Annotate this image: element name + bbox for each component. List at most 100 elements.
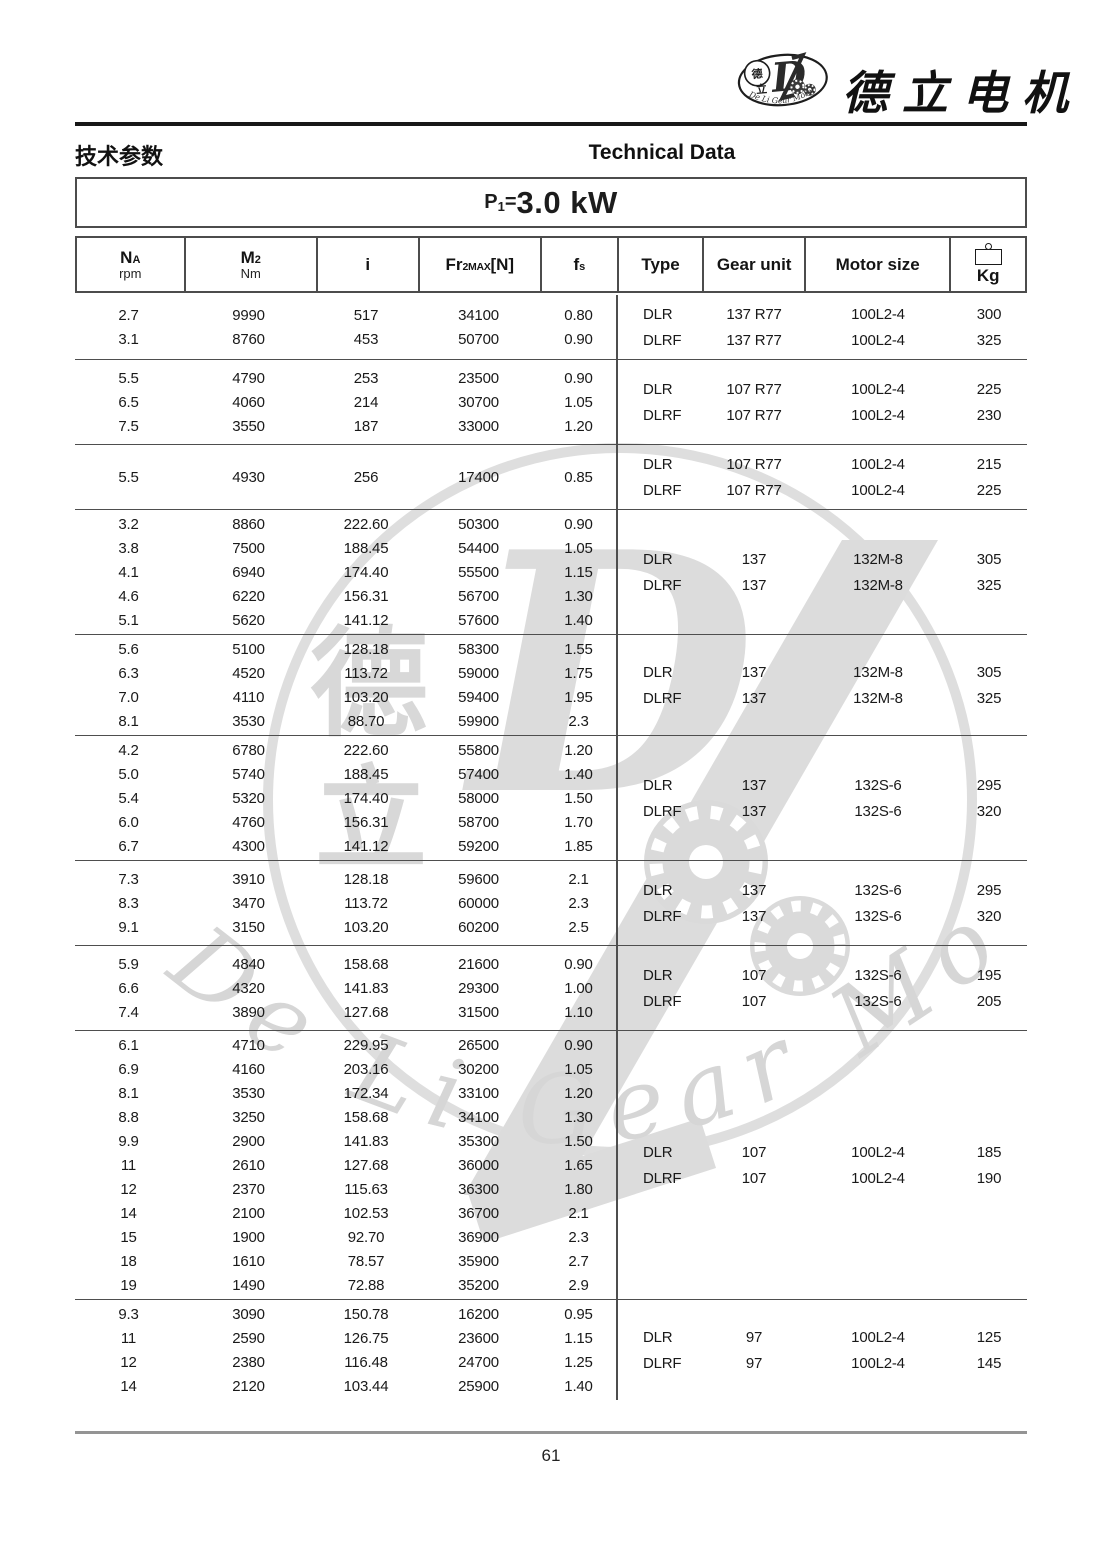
table-row: 6.5 4060 214 30700 1.05 bbox=[75, 390, 617, 414]
table-row: DLR 97 100L2-4 125 bbox=[617, 1324, 1027, 1350]
cell: 3090 bbox=[232, 1305, 265, 1323]
cell: 7.4 bbox=[118, 1003, 139, 1021]
cell: 1490 bbox=[232, 1276, 265, 1294]
cell: 1.30 bbox=[564, 1108, 593, 1126]
table-row: DLR 137 132M-8 305 bbox=[617, 546, 1027, 572]
cell: 0.90 bbox=[564, 515, 593, 533]
cell: 132S-6 bbox=[854, 881, 902, 899]
table-row: 7.0 4110 103.20 59400 1.95 bbox=[75, 685, 617, 709]
cell: 172.34 bbox=[343, 1084, 389, 1102]
column-header-motor-size: Motor size bbox=[803, 238, 949, 291]
cell: 5320 bbox=[232, 789, 265, 807]
cell: 137 R77 bbox=[726, 305, 782, 323]
cell: 1.20 bbox=[564, 741, 593, 759]
cell: 1.50 bbox=[564, 1132, 593, 1150]
cell: 5620 bbox=[232, 611, 265, 629]
cell: 1.75 bbox=[564, 664, 593, 682]
table-row: 4.6 6220 156.31 56700 1.30 bbox=[75, 584, 617, 608]
cell: 6.5 bbox=[118, 393, 139, 411]
cell: 29300 bbox=[458, 979, 499, 997]
cell: 305 bbox=[976, 663, 1002, 681]
cell: 0.90 bbox=[564, 955, 593, 973]
cell: 137 bbox=[741, 907, 767, 925]
table-row: DLRF 137 132S-6 320 bbox=[617, 903, 1027, 929]
cell: 205 bbox=[976, 992, 1002, 1010]
row-group: 6.1 4710 229.95 26500 0.90 6.9 4160 203.16 30200… bbox=[75, 1031, 1027, 1300]
cell: 1.15 bbox=[564, 1329, 593, 1347]
cell: 1.40 bbox=[564, 611, 593, 629]
cell: DLRF bbox=[643, 992, 682, 1010]
table-row: 7.4 3890 127.68 31500 1.10 bbox=[75, 1000, 617, 1024]
cell: DLRF bbox=[643, 689, 682, 707]
cell: 14 bbox=[120, 1377, 137, 1395]
cell: 1.80 bbox=[564, 1180, 593, 1198]
column-header-service-factor: fs bbox=[540, 238, 617, 291]
logo-stroke bbox=[778, 52, 807, 102]
cell: 225 bbox=[976, 380, 1002, 398]
cell: 3470 bbox=[232, 894, 265, 912]
cell: 137 bbox=[741, 776, 767, 794]
cell: 6.7 bbox=[118, 837, 139, 855]
cell: 320 bbox=[976, 907, 1002, 925]
group-left-columns: 7.3 3910 128.18 59600 2.1 8.3 3470 113.72 60000 2… bbox=[75, 867, 617, 939]
table-row: 18 1610 78.57 35900 2.7 bbox=[75, 1249, 617, 1273]
cell: 23500 bbox=[458, 369, 499, 387]
cell: 222.60 bbox=[343, 515, 389, 533]
cell: 4840 bbox=[232, 955, 265, 973]
cell: 8760 bbox=[232, 330, 265, 348]
row-group: 3.2 8860 222.60 50300 0.90 3.8 7500 188.45 54400… bbox=[75, 510, 1027, 635]
cell: 2370 bbox=[232, 1180, 265, 1198]
table-row: 6.3 4520 113.72 59000 1.75 bbox=[75, 661, 617, 685]
cell: 2.7 bbox=[118, 306, 139, 324]
table-row: 7.3 3910 128.18 59600 2.1 bbox=[75, 867, 617, 891]
table-row: 8.1 3530 88.70 59900 2.3 bbox=[75, 709, 617, 733]
cell: 30200 bbox=[458, 1060, 499, 1078]
cell: 4790 bbox=[232, 369, 265, 387]
cell: 88.70 bbox=[347, 712, 385, 730]
cell: 132M-8 bbox=[853, 689, 903, 707]
cell: DLR bbox=[643, 1143, 673, 1161]
cell: 8.1 bbox=[118, 712, 139, 730]
table-row: 11 2590 126.75 23600 1.15 bbox=[75, 1326, 617, 1350]
cell: 1.70 bbox=[564, 813, 593, 831]
cell: DLRF bbox=[643, 331, 682, 349]
cell: DLRF bbox=[643, 406, 682, 424]
cell: 2100 bbox=[232, 1204, 265, 1222]
cell: 2.9 bbox=[568, 1276, 589, 1294]
cell: 54400 bbox=[458, 539, 499, 557]
page-title-en: Technical Data bbox=[588, 141, 736, 164]
cell: DLR bbox=[643, 881, 673, 899]
cell: 185 bbox=[976, 1143, 1002, 1161]
cell: 141.12 bbox=[343, 837, 389, 855]
cell: 128.18 bbox=[343, 640, 389, 658]
cell: 24700 bbox=[458, 1353, 499, 1371]
table-row: DLR 137 132S-6 295 bbox=[617, 877, 1027, 903]
cell: 132M-8 bbox=[853, 663, 903, 681]
cell: 23600 bbox=[458, 1329, 499, 1347]
cell: 7.0 bbox=[118, 688, 139, 706]
cell: 100L2-4 bbox=[851, 406, 905, 424]
table-row: 5.5 4930 256 17400 0.85 bbox=[75, 465, 617, 489]
cell: 215 bbox=[976, 455, 1002, 473]
cell: 320 bbox=[976, 802, 1002, 820]
cell: 55800 bbox=[458, 741, 499, 759]
cell: 1.05 bbox=[564, 539, 593, 557]
company-logo: 德 立 D De Li Gear Motor bbox=[737, 52, 828, 108]
cell: 3550 bbox=[232, 417, 265, 435]
cell: 116.48 bbox=[344, 1353, 388, 1371]
cell: 137 bbox=[741, 550, 767, 568]
cell: 100L2-4 bbox=[851, 1354, 905, 1372]
table-row: DLRF 137 R77 100L2-4 325 bbox=[617, 327, 1027, 353]
cell: 2.3 bbox=[568, 894, 589, 912]
brand-name: 德立电机 bbox=[842, 66, 1082, 120]
footer-rule bbox=[75, 1431, 1027, 1434]
cell: 0.85 bbox=[564, 468, 593, 486]
cell: 3150 bbox=[232, 918, 265, 936]
cell: DLR bbox=[643, 966, 673, 984]
cell: 203.16 bbox=[343, 1060, 389, 1078]
group-right-columns: DLR 97 100L2-4 125 DLRF 97 100L2-4 145 bbox=[617, 1324, 1027, 1376]
cell: 100L2-4 bbox=[851, 455, 905, 473]
cell: 5.9 bbox=[118, 955, 139, 973]
cell: 190 bbox=[976, 1169, 1002, 1187]
